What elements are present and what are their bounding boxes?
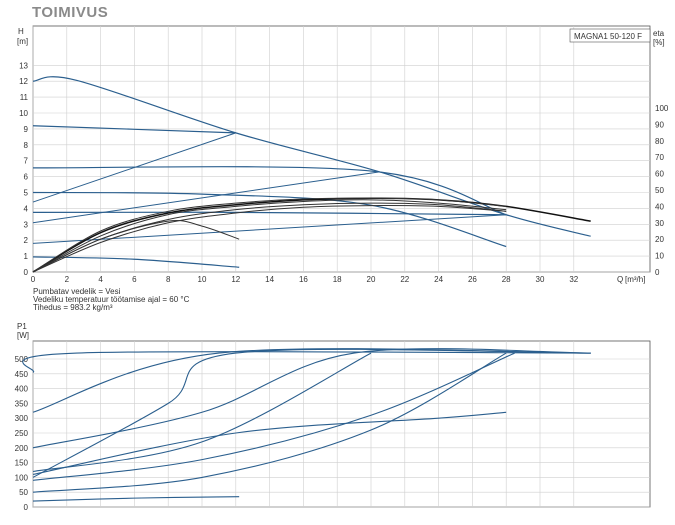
top-x-tick-label: 16 [299, 275, 308, 284]
top-y-tick-label: 12 [19, 77, 28, 86]
bottom-y-tick-label: 0 [24, 503, 29, 512]
efficiency-curve [32, 197, 591, 273]
bottom-y-tick-label: 450 [15, 370, 29, 379]
pump-curve [32, 191, 507, 248]
top-x-tick-label: 4 [98, 275, 103, 284]
chart-title: MAGNA1 50-120 F [574, 32, 642, 41]
top-y-axis-label: H [18, 27, 24, 36]
power-curve [32, 348, 591, 478]
top-x-tick-label: 28 [502, 275, 511, 284]
top-y2-axis-unit: [%] [653, 38, 665, 47]
top-y-tick-label: 9 [24, 125, 29, 134]
bottom-y-axis-label: P1 [17, 322, 27, 331]
system-curve [32, 171, 380, 224]
top-y-tick-label: 13 [19, 61, 28, 70]
top-x-tick-label: 18 [333, 275, 342, 284]
top-x-tick-label: 14 [265, 275, 274, 284]
top-y2-tick-label: 40 [655, 202, 664, 211]
power-curve [32, 348, 591, 413]
top-x-tick-label: 8 [166, 275, 171, 284]
top-y-tick-label: 8 [24, 141, 29, 150]
top-y-tick-label: 4 [24, 204, 29, 213]
efficiency-curve [32, 197, 507, 273]
top-x-tick-label: 30 [536, 275, 545, 284]
top-y2-tick-label: 70 [655, 153, 664, 162]
system-curve [32, 132, 236, 203]
bottom-y-tick-label: 150 [15, 459, 29, 468]
bottom-y-tick-label: 300 [15, 414, 29, 423]
top-y2-tick-label: 20 [655, 235, 664, 244]
bottom-y-tick-label: 100 [15, 473, 29, 482]
pump-curve [32, 211, 507, 216]
bottom-y-axis-unit: [W] [17, 331, 29, 340]
top-y-tick-label: 2 [24, 236, 29, 245]
page-title: TOIMIVUS [32, 4, 109, 21]
bottom-y-tick-label: 250 [15, 429, 29, 438]
top-x-tick-label: 32 [569, 275, 578, 284]
top-x-tick-label: 20 [367, 275, 376, 284]
efficiency-curve [32, 220, 240, 273]
power-curve [32, 411, 507, 475]
top-y2-tick-label: 10 [655, 252, 664, 261]
power-curve [32, 352, 372, 473]
top-y2-tick-label: 60 [655, 170, 664, 179]
power-curve [32, 352, 515, 481]
top-y-tick-label: 0 [24, 268, 29, 277]
top-x-tick-label: 2 [65, 275, 70, 284]
top-y2-tick-label: 30 [655, 219, 664, 228]
top-y2-axis-label: eta [653, 29, 665, 38]
pump-curve [32, 256, 240, 268]
top-y-tick-label: 5 [24, 189, 29, 198]
bottom-y-tick-label: 500 [15, 355, 29, 364]
chart-title-box [569, 28, 651, 43]
bottom-y-tick-label: 350 [15, 399, 29, 408]
top-x-tick-label: 0 [31, 275, 36, 284]
efficiency-curve [32, 199, 507, 273]
top-y2-tick-label: 0 [655, 268, 660, 277]
top-y-tick-label: 7 [24, 157, 29, 166]
top-y-tick-label: 1 [24, 252, 29, 261]
top-y-tick-label: 11 [20, 93, 29, 102]
power-curve [32, 496, 240, 502]
bottom-y-tick-label: 200 [15, 444, 29, 453]
top-y2-tick-label: 50 [655, 186, 664, 195]
efficiency-curve [32, 205, 507, 273]
pump-curve [32, 166, 507, 216]
top-x-axis-unit: [m³/h] [625, 275, 645, 284]
fluid-note: Tihedus = 983.2 kg/m³ [33, 303, 113, 312]
top-y2-tick-label: 100 [655, 104, 669, 113]
top-y2-tick-label: 80 [655, 137, 664, 146]
top-x-tick-label: 6 [132, 275, 137, 284]
pump-curve [32, 76, 591, 237]
bottom-y-tick-label: 50 [19, 488, 28, 497]
top-x-tick-label: 24 [434, 275, 443, 284]
top-plot-frame [32, 25, 651, 273]
top-x-tick-label: 12 [231, 275, 240, 284]
top-x-tick-label: 26 [468, 275, 477, 284]
fluid-note: Vedeliku temperatuur töötamise ajal = 60… [33, 295, 190, 304]
top-x-tick-label: 10 [198, 275, 207, 284]
power-curve [22, 351, 591, 373]
power-curve [32, 352, 507, 493]
top-y-tick-label: 6 [24, 173, 29, 182]
top-x-axis-label: Q [617, 275, 623, 284]
power-curve [32, 348, 591, 449]
top-y-tick-label: 3 [24, 220, 29, 229]
top-y2-tick-label: 90 [655, 120, 664, 129]
top-x-tick-label: 22 [400, 275, 409, 284]
top-y-axis-unit: [m] [17, 37, 28, 46]
pump-curve [32, 125, 236, 134]
bottom-y-tick-label: 400 [15, 385, 29, 394]
fluid-note: Pumbatav vedelik = Vesi [33, 287, 121, 296]
top-y-tick-label: 10 [19, 109, 28, 118]
